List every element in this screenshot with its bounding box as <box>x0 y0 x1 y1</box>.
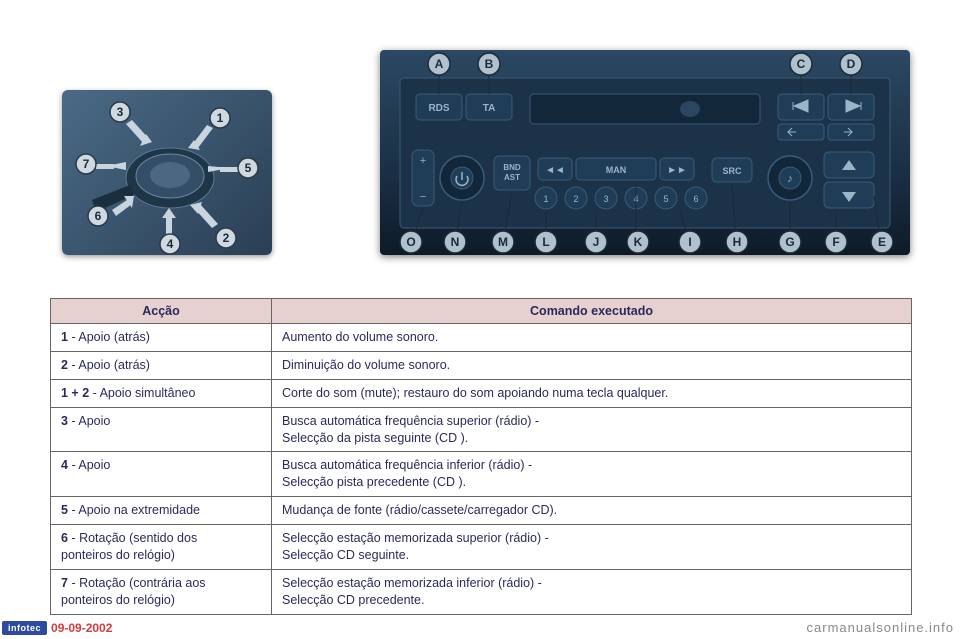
cell-command: Selecção estação memorizada superior (rá… <box>272 525 912 570</box>
stalk-label-4: 4 <box>167 237 174 251</box>
svg-text:◄◄: ◄◄ <box>545 165 565 176</box>
radio-callout-D: D <box>847 57 856 71</box>
table-row: 7 - Rotação (contrária aos ponteiros do … <box>51 569 912 614</box>
svg-text:►►: ►► <box>667 165 687 176</box>
radio-callout-A: A <box>435 57 444 71</box>
cell-action: 7 - Rotação (contrária aos ponteiros do … <box>51 569 272 614</box>
radio-btn-rds: RDS <box>428 103 449 114</box>
svg-text:+: + <box>420 155 426 167</box>
radio-callout-I: I <box>688 235 691 249</box>
cell-action: 3 - Apoio <box>51 407 272 452</box>
stalk-label-5: 5 <box>245 161 252 175</box>
action-text: - Rotação (sentido dos ponteiros do reló… <box>61 531 197 562</box>
cell-command: Selecção estação memorizada inferior (rá… <box>272 569 912 614</box>
radio-callout-F: F <box>832 235 839 249</box>
action-text: - Apoio (atrás) <box>71 358 150 372</box>
cell-action: 6 - Rotação (sentido dos ponteiros do re… <box>51 525 272 570</box>
radio-callout-E: E <box>878 235 886 249</box>
cell-command: Busca automática frequência inferior (rá… <box>272 452 912 497</box>
infotec-badge: infotec <box>2 621 47 635</box>
cell-command: Diminuição do volume sonoro. <box>272 351 912 379</box>
radio-btn-man: MAN <box>606 165 627 175</box>
cell-action: 2 - Apoio (atrás) <box>51 351 272 379</box>
radio-callout-H: H <box>733 235 742 249</box>
svg-text:1: 1 <box>543 194 548 204</box>
cell-command: Aumento do volume sonoro. <box>272 324 912 352</box>
action-text: - Apoio na extremidade <box>71 503 200 517</box>
svg-text:3: 3 <box>603 194 608 204</box>
table-row: 1 - Apoio (atrás)Aumento do volume sonor… <box>51 324 912 352</box>
cell-command: Mudança de fonte (rádio/cassete/carregad… <box>272 497 912 525</box>
actions-table: Acção Comando executado 1 - Apoio (atrás… <box>50 298 912 615</box>
svg-text:BND: BND <box>503 163 521 172</box>
table-row: 5 - Apoio na extremidadeMudança de fonte… <box>51 497 912 525</box>
footer-site: carmanualsonline.info <box>807 620 954 635</box>
cell-action: 1 - Apoio (atrás) <box>51 324 272 352</box>
radio-callout-L: L <box>542 235 549 249</box>
cell-action: 4 - Apoio <box>51 452 272 497</box>
stalk-label-6: 6 <box>95 209 102 223</box>
svg-text:5: 5 <box>663 194 668 204</box>
top-section: 1 3 5 7 6 4 2 RDS <box>0 0 960 270</box>
radio-callout-J: J <box>593 235 600 249</box>
th-action: Acção <box>51 299 272 324</box>
svg-text:−: − <box>420 191 426 203</box>
action-text: - Rotação (contrária aos ponteiros do re… <box>61 576 206 607</box>
footer: infotec 09-09-2002 carmanualsonline.info <box>0 615 960 635</box>
footer-left: infotec 09-09-2002 <box>2 621 112 635</box>
action-text: - Apoio simultâneo <box>93 386 196 400</box>
stalk-label-7: 7 <box>83 157 90 171</box>
cell-command: Busca automática frequência superior (rá… <box>272 407 912 452</box>
stalk-label-2: 2 <box>223 231 230 245</box>
cell-command: Corte do som (mute); restauro do som apo… <box>272 379 912 407</box>
table-row: 3 - ApoioBusca automática frequência sup… <box>51 407 912 452</box>
footer-date: 09-09-2002 <box>51 621 112 635</box>
table-row: 2 - Apoio (atrás)Diminuição do volume so… <box>51 351 912 379</box>
th-command: Comando executado <box>272 299 912 324</box>
radio-callout-K: K <box>634 235 643 249</box>
action-text: - Apoio <box>71 458 110 472</box>
svg-text:AST: AST <box>504 173 520 182</box>
radio-btn-ta: TA <box>483 103 496 114</box>
stalk-label-3: 3 <box>117 105 124 119</box>
action-text: - Apoio (atrás) <box>71 330 150 344</box>
table-row: 6 - Rotação (sentido dos ponteiros do re… <box>51 525 912 570</box>
stalk-label-1: 1 <box>217 111 224 125</box>
svg-text:2: 2 <box>573 194 578 204</box>
svg-text:♪: ♪ <box>787 173 793 185</box>
table-row: 4 - ApoioBusca automática frequência inf… <box>51 452 912 497</box>
radio-callout-M: M <box>498 235 508 249</box>
action-text: - Apoio <box>71 414 110 428</box>
svg-text:6: 6 <box>693 194 698 204</box>
actions-tbody: 1 - Apoio (atrás)Aumento do volume sonor… <box>51 324 912 615</box>
stalk-control-image: 1 3 5 7 6 4 2 <box>62 90 272 255</box>
radio-callout-C: C <box>797 57 806 71</box>
table-row: 1 + 2 - Apoio simultâneoCorte do som (mu… <box>51 379 912 407</box>
cell-action: 5 - Apoio na extremidade <box>51 497 272 525</box>
radio-callout-G: G <box>785 235 794 249</box>
radio-callout-O: O <box>406 235 415 249</box>
radio-callout-N: N <box>451 235 460 249</box>
radio-callout-B: B <box>485 57 494 71</box>
radio-btn-src: SRC <box>722 166 742 176</box>
cell-action: 1 + 2 - Apoio simultâneo <box>51 379 272 407</box>
radio-unit-image: RDS TA + − <box>380 50 910 255</box>
